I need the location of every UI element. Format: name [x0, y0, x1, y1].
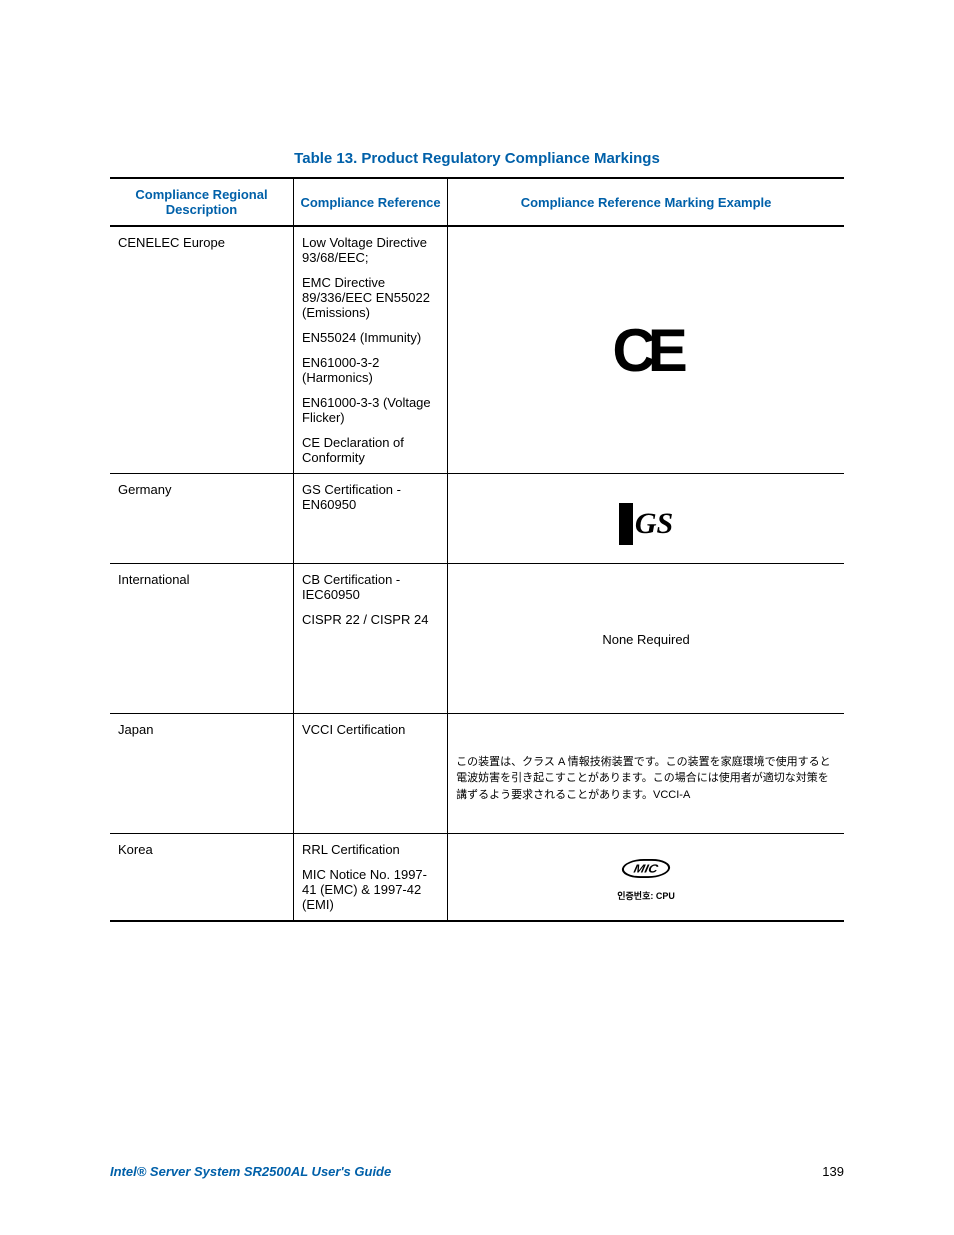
ref-item: EMC Directive 89/336/EEC EN55022 (Emissi…	[302, 275, 439, 320]
vcci-notice-text: この装置は、クラス A 情報技術装置です。この装置を家庭環境で使用すると電波妨害…	[456, 754, 836, 804]
mic-subtext: 인증번호: CPU	[456, 889, 836, 902]
mic-mark-icon: MIC 인증번호: CPU	[456, 852, 836, 902]
ref-item: MIC Notice No. 1997-41 (EMC) & 1997-42 (…	[302, 867, 439, 912]
ref-item: EN61000-3-3 (Voltage Flicker)	[302, 395, 439, 425]
mic-oval: MIC	[620, 859, 672, 878]
cell-marking: MIC 인증번호: CPU	[448, 834, 844, 922]
ref-item: CISPR 22 / CISPR 24	[302, 612, 439, 627]
cell-marking: GS	[448, 474, 844, 564]
compliance-table: Compliance Regional Description Complian…	[110, 177, 844, 922]
cell-reference: VCCI Certification	[294, 714, 448, 834]
cell-region: International	[110, 564, 294, 714]
table-row: Korea RRL Certification MIC Notice No. 1…	[110, 834, 844, 922]
cell-reference: RRL Certification MIC Notice No. 1997-41…	[294, 834, 448, 922]
ref-item: EN55024 (Immunity)	[302, 330, 439, 345]
gs-box-icon	[619, 503, 633, 545]
cell-marking: CE	[448, 226, 844, 474]
footer-page-number: 139	[822, 1164, 844, 1179]
footer-doc-title: Intel® Server System SR2500AL User's Gui…	[110, 1164, 391, 1179]
table-row: International CB Certification - IEC6095…	[110, 564, 844, 714]
cell-region: Japan	[110, 714, 294, 834]
ref-item: CE Declaration of Conformity	[302, 435, 439, 465]
ref-item: EN61000-3-2 (Harmonics)	[302, 355, 439, 385]
cell-reference: CB Certification - IEC60950 CISPR 22 / C…	[294, 564, 448, 714]
cell-region: Germany	[110, 474, 294, 564]
cell-region: Korea	[110, 834, 294, 922]
gs-mark-icon: GS	[619, 503, 673, 545]
header-reference: Compliance Reference	[294, 178, 448, 226]
header-region: Compliance Regional Description	[110, 178, 294, 226]
page-footer: Intel® Server System SR2500AL User's Gui…	[110, 1164, 844, 1179]
none-required-text: None Required	[456, 630, 836, 647]
table-header-row: Compliance Regional Description Complian…	[110, 178, 844, 226]
gs-text: GS	[635, 512, 673, 536]
table-title: Table 13. Product Regulatory Compliance …	[110, 150, 844, 167]
cell-region: CENELEC Europe	[110, 226, 294, 474]
header-marking: Compliance Reference Marking Example	[448, 178, 844, 226]
ref-item: RRL Certification	[302, 842, 439, 857]
ce-mark-icon: CE	[612, 317, 679, 384]
table-row: Japan VCCI Certification この装置は、クラス A 情報技…	[110, 714, 844, 834]
cell-marking: None Required	[448, 564, 844, 714]
cell-reference: Low Voltage Directive 93/68/EEC; EMC Dir…	[294, 226, 448, 474]
cell-reference: GS Certification - EN60950	[294, 474, 448, 564]
cell-marking: この装置は、クラス A 情報技術装置です。この装置を家庭環境で使用すると電波妨害…	[448, 714, 844, 834]
table-row: CENELEC Europe Low Voltage Directive 93/…	[110, 226, 844, 474]
table-row: Germany GS Certification - EN60950 GS	[110, 474, 844, 564]
ref-item: CB Certification - IEC60950	[302, 572, 439, 602]
ref-item: Low Voltage Directive 93/68/EEC;	[302, 235, 439, 265]
